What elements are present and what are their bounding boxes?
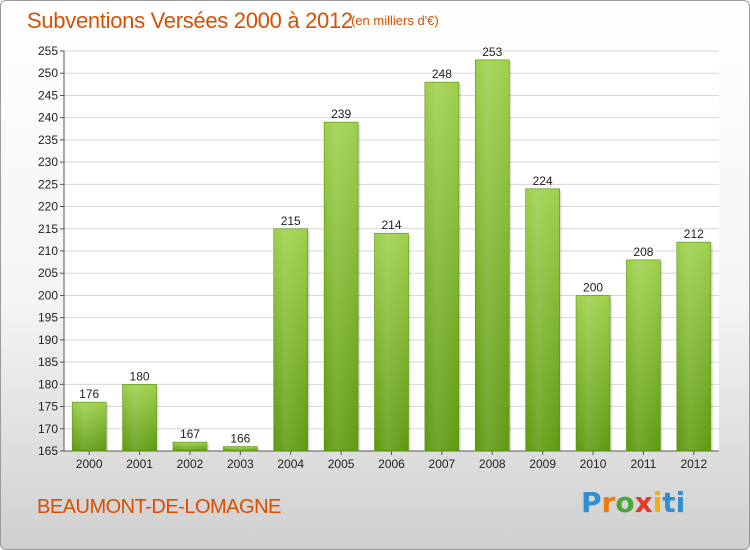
y-tick-label: 225 [38,177,58,191]
bar-value-label: 214 [381,218,401,232]
bar-highlight [173,443,206,450]
y-tick-label: 230 [38,155,58,169]
y-tick-label: 240 [38,111,58,125]
y-tick-labels: 165 170 175 180 185 190 195 200 205 210 215 220 225 2… [38,44,58,458]
bar-value-label: 208 [633,245,653,259]
y-tick-label: 170 [38,422,58,436]
y-tick-label: 255 [38,44,58,58]
y-tick-label: 220 [38,200,58,214]
y-tick-label: 185 [38,355,58,369]
bar-highlight [526,189,559,450]
bar-highlight [677,243,710,450]
bar-highlight [274,229,307,450]
chart-title: Subventions Versées 2000 à 2012 [27,8,353,33]
x-tick-label: 2008 [479,457,506,471]
y-tick-label: 250 [38,66,58,80]
x-tick-label: 2010 [580,457,607,471]
bars: 176 180 167 166 215 239 214 248 253 224 200 208 212 [71,45,713,452]
bar-highlight [476,60,509,451]
commune-name: BEAUMONT-DE-LOMAGNE [37,496,281,518]
y-tick-label: 190 [38,333,58,347]
x-tick-label: 2006 [378,457,405,471]
bar-highlight [627,260,660,450]
y-tick-label: 195 [38,311,58,325]
bar-value-label: 176 [79,387,99,401]
x-tick-label: 2009 [529,457,556,471]
x-tick-label: 2005 [328,457,355,471]
bar-value-label: 224 [533,174,553,188]
logo-letter: i [652,486,663,519]
logo-letter: x [634,486,653,519]
x-tick-label: 2007 [429,457,456,471]
x-tick-label: 2012 [680,457,707,471]
bar-highlight [325,123,358,450]
x-tick-labels: 2000 2001 2002 2003 2004 2005 2006 2007 2008 2009… [76,457,708,471]
bar-value-label: 215 [281,214,301,228]
bar-value-label: 239 [331,107,351,121]
x-tick-label: 2003 [227,457,254,471]
x-tick-label: 2004 [277,457,304,471]
logo-letter: P [581,486,602,519]
y-tick-label: 210 [38,244,58,258]
bar-value-label: 248 [432,67,452,81]
bar-highlight [425,83,458,450]
logo-letter: ti [662,486,686,519]
y-tick-label: 175 [38,400,58,414]
x-tick-label: 2000 [76,457,103,471]
bar-value-label: 212 [684,227,704,241]
bar-value-label: 180 [130,369,150,383]
logo-letter: o [615,486,635,519]
bar-value-label: 167 [180,427,200,441]
x-tick-label: 2011 [631,457,657,471]
proxiti-logo: Proxiti [581,486,685,519]
bar-highlight [123,385,156,450]
x-tick-label: 2001 [126,457,153,471]
y-tick-label: 245 [38,88,58,102]
bar-highlight [375,234,408,450]
x-tick-label: 2002 [177,457,204,471]
y-tick-label: 180 [38,377,58,391]
bar-highlight [577,296,610,450]
y-tick-label: 205 [38,266,58,280]
bar-value-label: 200 [583,280,603,294]
chart-subtitle: (en milliers d'€) [351,13,439,28]
logo-letter: r [601,486,616,519]
y-tick-label: 200 [38,288,58,302]
y-tick-label: 165 [38,444,58,458]
bar-value-label: 253 [482,45,502,59]
bar-highlight [73,403,106,450]
y-tick-label: 215 [38,222,58,236]
bar-highlight [224,447,257,450]
bar-value-label: 166 [230,432,250,446]
y-tick-label: 235 [38,133,58,147]
